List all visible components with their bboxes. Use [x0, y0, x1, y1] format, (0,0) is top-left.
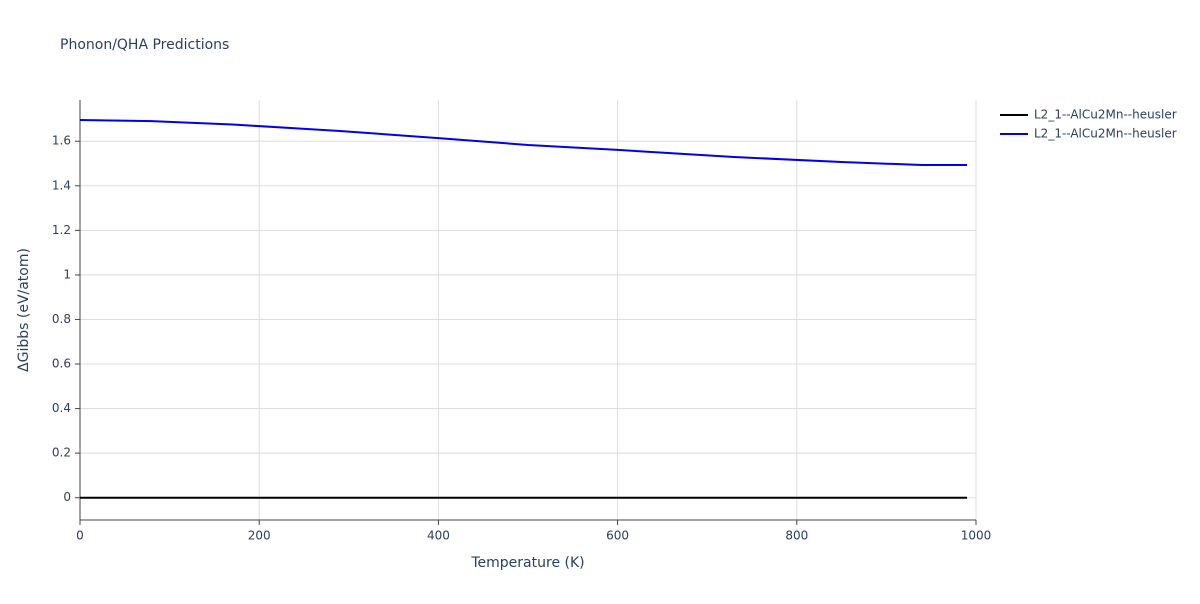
y-tick-label: 0.4: [52, 401, 71, 415]
legend-label: L2_1--AlCu2Mn--heusler: [1034, 108, 1177, 122]
y-tick-label: 1: [63, 267, 71, 281]
x-tick-label: 600: [606, 529, 629, 543]
y-tick-label: 0.6: [52, 357, 71, 371]
y-tick-label: 0: [63, 490, 71, 504]
y-axis-title: ΔGibbs (eV/atom): [16, 248, 32, 372]
legend-label: L2_1--AlCu2Mn--heusler: [1034, 127, 1177, 141]
y-tick-label: 1.2: [52, 223, 71, 237]
x-tick-label: 200: [248, 529, 271, 543]
x-tick-label: 0: [76, 529, 84, 543]
y-tick-label: 0.2: [52, 446, 71, 460]
y-tick-label: 1.4: [52, 178, 71, 192]
y-tick-label: 1.6: [52, 134, 71, 148]
x-tick-label: 400: [427, 529, 450, 543]
x-tick-label: 800: [785, 529, 808, 543]
chart-title: Phonon/QHA Predictions: [60, 37, 229, 53]
series-line: [79, 119, 968, 167]
x-tick-label: 1000: [961, 529, 992, 543]
x-axis-title: Temperature (K): [470, 555, 584, 571]
y-tick-label: 0.8: [52, 312, 71, 326]
